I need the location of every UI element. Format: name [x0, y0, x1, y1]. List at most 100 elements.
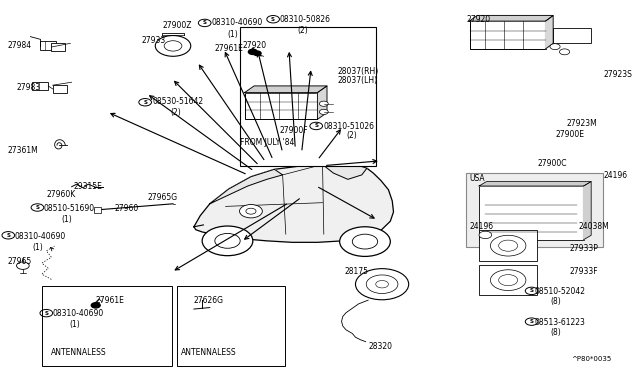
Text: 27626G: 27626G — [194, 296, 224, 305]
Polygon shape — [210, 169, 283, 204]
Text: S: S — [6, 233, 10, 238]
Text: (8): (8) — [550, 328, 561, 337]
Text: 24196: 24196 — [470, 222, 493, 231]
Text: (1): (1) — [227, 30, 238, 39]
Circle shape — [253, 51, 261, 55]
Text: 08510-51690: 08510-51690 — [44, 204, 95, 213]
Polygon shape — [470, 16, 553, 21]
Text: 28320: 28320 — [368, 341, 392, 350]
Polygon shape — [194, 164, 394, 242]
Text: 28037(RH): 28037(RH) — [338, 67, 379, 76]
Text: 08310-51026: 08310-51026 — [324, 122, 375, 131]
Text: 08310-40690: 08310-40690 — [15, 231, 66, 241]
Text: 27960: 27960 — [115, 204, 139, 213]
Polygon shape — [317, 86, 327, 119]
Text: S: S — [271, 17, 275, 22]
Text: 27960K: 27960K — [46, 190, 76, 199]
Text: 08513-61223: 08513-61223 — [534, 318, 585, 327]
FancyBboxPatch shape — [51, 43, 65, 51]
Text: (1): (1) — [61, 215, 72, 224]
Text: 27900E: 27900E — [556, 130, 585, 140]
Text: 27923M: 27923M — [566, 119, 597, 128]
Circle shape — [479, 231, 492, 238]
Text: 27933F: 27933F — [570, 267, 598, 276]
FancyBboxPatch shape — [240, 27, 376, 166]
FancyBboxPatch shape — [467, 173, 603, 247]
FancyBboxPatch shape — [479, 231, 538, 261]
Text: S: S — [44, 311, 48, 315]
Circle shape — [376, 280, 388, 288]
Text: 27900Z: 27900Z — [163, 22, 192, 31]
Circle shape — [490, 270, 526, 291]
Text: 24196: 24196 — [604, 171, 628, 180]
Text: 27965G: 27965G — [148, 193, 178, 202]
Text: (2): (2) — [346, 131, 356, 141]
Text: S: S — [530, 288, 534, 294]
FancyBboxPatch shape — [479, 186, 584, 240]
Circle shape — [366, 275, 398, 294]
Text: 27361M: 27361M — [7, 146, 38, 155]
Text: 27933P: 27933P — [570, 244, 598, 253]
Text: 27961E: 27961E — [96, 296, 125, 305]
Circle shape — [352, 234, 378, 249]
Text: 27961E: 27961E — [215, 44, 244, 53]
Text: 27983: 27983 — [17, 83, 41, 92]
FancyBboxPatch shape — [42, 286, 172, 366]
Circle shape — [17, 262, 29, 269]
Text: S: S — [314, 124, 318, 128]
Text: 08310-50826: 08310-50826 — [280, 15, 330, 24]
Polygon shape — [244, 86, 327, 93]
Text: USA: USA — [470, 174, 485, 183]
FancyBboxPatch shape — [479, 265, 538, 295]
Text: S: S — [203, 20, 207, 25]
Text: 27920: 27920 — [467, 15, 491, 24]
FancyBboxPatch shape — [177, 286, 285, 366]
Text: ANTENNALESS: ANTENNALESS — [181, 347, 237, 356]
Text: (2): (2) — [297, 26, 308, 35]
Text: 28175: 28175 — [344, 267, 368, 276]
Circle shape — [340, 227, 390, 256]
Text: (1): (1) — [69, 321, 80, 330]
Polygon shape — [545, 16, 553, 49]
FancyBboxPatch shape — [244, 93, 317, 119]
Text: S: S — [35, 205, 40, 210]
Circle shape — [248, 49, 257, 54]
Circle shape — [559, 49, 570, 55]
Text: 08310-40690: 08310-40690 — [212, 19, 263, 28]
FancyBboxPatch shape — [553, 28, 591, 43]
Text: 27984: 27984 — [7, 41, 31, 50]
Circle shape — [319, 101, 328, 106]
FancyBboxPatch shape — [95, 208, 100, 213]
Polygon shape — [584, 182, 591, 240]
Circle shape — [246, 208, 256, 214]
Circle shape — [239, 205, 262, 218]
Text: (1): (1) — [33, 243, 43, 251]
Text: 27900F: 27900F — [280, 126, 308, 135]
Text: 08530-51642: 08530-51642 — [153, 97, 204, 106]
Circle shape — [499, 240, 518, 251]
Polygon shape — [323, 164, 367, 179]
Text: 28037(LH): 28037(LH) — [338, 76, 378, 85]
Text: (2): (2) — [170, 108, 181, 117]
Text: 27900C: 27900C — [538, 159, 568, 168]
Text: 27920: 27920 — [243, 41, 267, 50]
Circle shape — [92, 303, 100, 308]
FancyBboxPatch shape — [40, 41, 56, 50]
Text: 27923S: 27923S — [604, 70, 633, 78]
Circle shape — [319, 109, 328, 115]
Circle shape — [550, 44, 560, 49]
Text: FROM JULY '84: FROM JULY '84 — [240, 138, 294, 147]
FancyBboxPatch shape — [470, 21, 545, 49]
Text: 29315E: 29315E — [74, 182, 102, 190]
Text: 27965: 27965 — [7, 257, 31, 266]
Circle shape — [355, 269, 409, 300]
Circle shape — [499, 275, 518, 286]
FancyBboxPatch shape — [33, 82, 48, 90]
Polygon shape — [479, 182, 591, 186]
Circle shape — [215, 234, 240, 248]
Text: 08510-52042: 08510-52042 — [534, 287, 585, 296]
Circle shape — [164, 41, 182, 51]
Text: 08310-40690: 08310-40690 — [52, 310, 104, 318]
Text: S: S — [530, 319, 534, 324]
Circle shape — [490, 235, 526, 256]
